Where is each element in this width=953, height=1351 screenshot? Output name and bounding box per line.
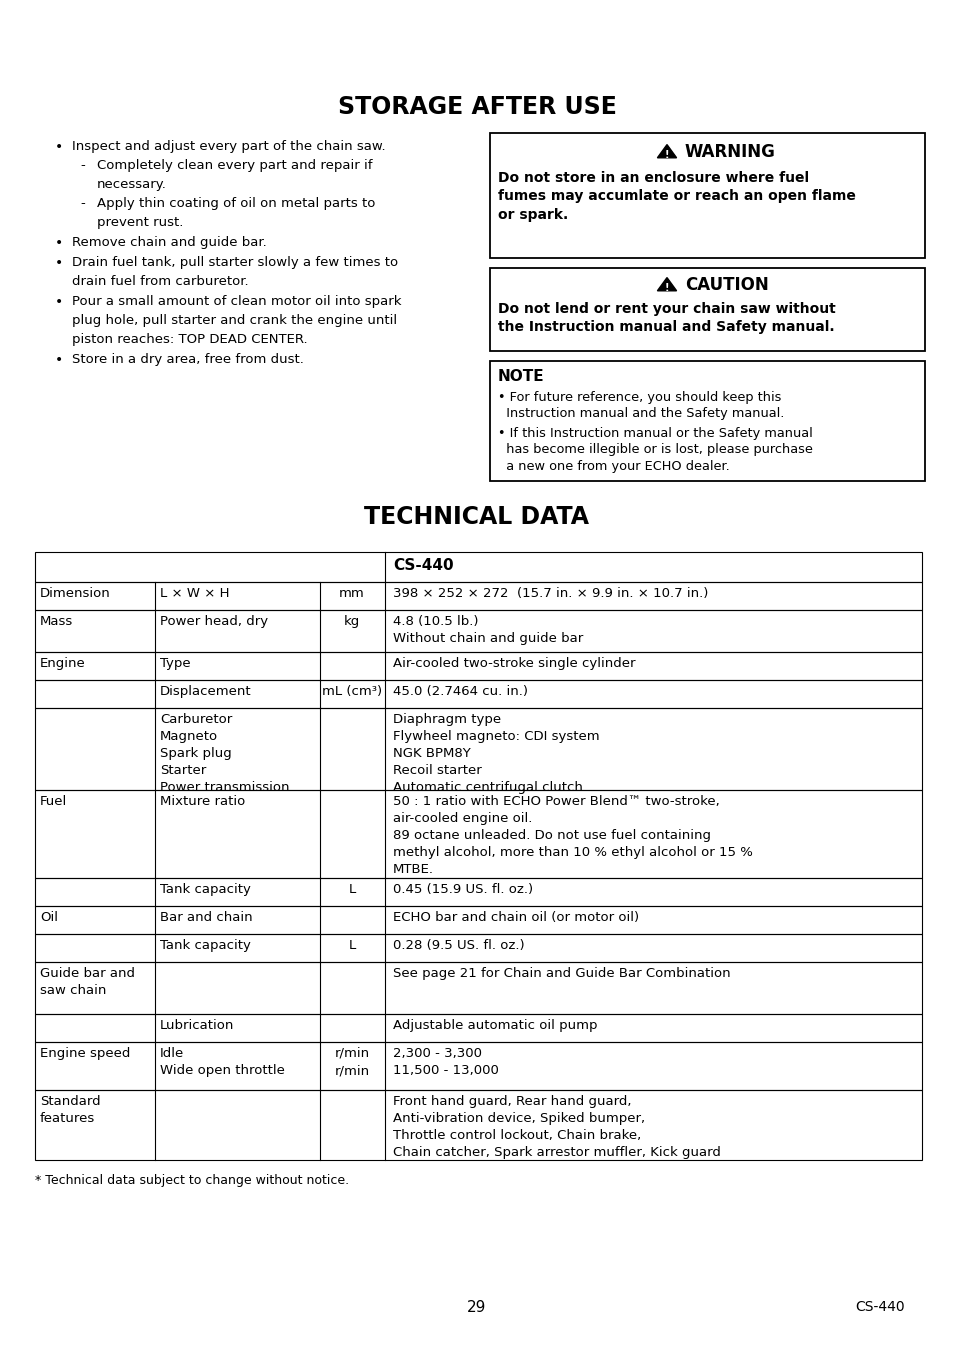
Text: Apply thin coating of oil on metal parts to: Apply thin coating of oil on metal parts…: [97, 197, 375, 209]
Bar: [35, 907, 921, 934]
Text: Store in a dry area, free from dust.: Store in a dry area, free from dust.: [71, 353, 304, 366]
Polygon shape: [657, 145, 676, 158]
Polygon shape: [657, 277, 676, 290]
Bar: [35, 790, 921, 878]
Bar: [35, 934, 921, 962]
Bar: [35, 553, 921, 582]
Text: !: !: [664, 282, 669, 293]
Text: !: !: [664, 150, 669, 159]
Bar: [490, 361, 924, 481]
Text: •: •: [55, 353, 63, 367]
Text: •: •: [55, 255, 63, 270]
Text: Guide bar and
saw chain: Guide bar and saw chain: [40, 967, 135, 997]
Bar: [35, 1042, 921, 1090]
Bar: [490, 267, 924, 351]
Text: WARNING: WARNING: [684, 143, 775, 161]
Text: •: •: [55, 141, 63, 154]
Text: 4.8 (10.5 lb.)
Without chain and guide bar: 4.8 (10.5 lb.) Without chain and guide b…: [393, 615, 582, 644]
Text: Do not lend or rent your chain saw without
the Instruction manual and Safety man: Do not lend or rent your chain saw witho…: [497, 303, 835, 335]
Text: Fuel: Fuel: [40, 794, 67, 808]
Text: •: •: [55, 236, 63, 250]
Text: -: -: [80, 159, 85, 172]
Text: Lubrication: Lubrication: [160, 1019, 234, 1032]
Text: Carburetor
Magneto
Spark plug
Starter
Power transmission: Carburetor Magneto Spark plug Starter Po…: [160, 713, 289, 794]
Text: 29: 29: [467, 1300, 486, 1315]
Text: L: L: [348, 939, 355, 952]
Text: piston reaches: TOP DEAD CENTER.: piston reaches: TOP DEAD CENTER.: [71, 332, 307, 346]
Text: -: -: [80, 197, 85, 209]
Text: Air-cooled two-stroke single cylinder: Air-cooled two-stroke single cylinder: [393, 657, 635, 670]
Text: Drain fuel tank, pull starter slowly a few times to: Drain fuel tank, pull starter slowly a f…: [71, 255, 397, 269]
Text: Oil: Oil: [40, 911, 58, 924]
Text: Idle
Wide open throttle: Idle Wide open throttle: [160, 1047, 285, 1077]
Text: Adjustable automatic oil pump: Adjustable automatic oil pump: [393, 1019, 597, 1032]
Bar: [35, 680, 921, 708]
Bar: [490, 132, 924, 258]
Text: Mixture ratio: Mixture ratio: [160, 794, 245, 808]
Bar: [35, 1090, 921, 1161]
Text: Power head, dry: Power head, dry: [160, 615, 268, 628]
Text: TECHNICAL DATA: TECHNICAL DATA: [364, 505, 589, 530]
Text: necessary.: necessary.: [97, 178, 167, 190]
Text: Engine: Engine: [40, 657, 86, 670]
Text: mL (cm³): mL (cm³): [321, 685, 381, 698]
Text: CS-440: CS-440: [393, 558, 453, 573]
Text: plug hole, pull starter and crank the engine until: plug hole, pull starter and crank the en…: [71, 313, 396, 327]
Text: Remove chain and guide bar.: Remove chain and guide bar.: [71, 236, 267, 249]
Text: Dimension: Dimension: [40, 586, 111, 600]
Text: Diaphragm type
Flywheel magneto: CDI system
NGK BPM8Y
Recoil starter
Automatic c: Diaphragm type Flywheel magneto: CDI sys…: [393, 713, 599, 794]
Text: 0.45 (15.9 US. fl. oz.): 0.45 (15.9 US. fl. oz.): [393, 884, 533, 896]
Text: Do not store in an enclosure where fuel
fumes may accumlate or reach an open fla: Do not store in an enclosure where fuel …: [497, 172, 855, 222]
Text: * Technical data subject to change without notice.: * Technical data subject to change witho…: [35, 1174, 349, 1188]
Bar: [35, 611, 921, 653]
Text: CAUTION: CAUTION: [684, 276, 768, 295]
Text: r/min
r/min: r/min r/min: [335, 1047, 369, 1077]
Text: mm: mm: [338, 586, 364, 600]
Text: • For future reference, you should keep this
  Instruction manual and the Safety: • For future reference, you should keep …: [497, 390, 783, 420]
Bar: [35, 653, 921, 680]
Bar: [35, 1015, 921, 1042]
Text: L: L: [348, 884, 355, 896]
Text: L × W × H: L × W × H: [160, 586, 230, 600]
Text: • If this Instruction manual or the Safety manual
  has become illegible or is l: • If this Instruction manual or the Safe…: [497, 427, 812, 473]
Text: 45.0 (2.7464 cu. in.): 45.0 (2.7464 cu. in.): [393, 685, 527, 698]
Text: Displacement: Displacement: [160, 685, 252, 698]
Text: kg: kg: [343, 615, 359, 628]
Bar: [35, 582, 921, 611]
Text: Type: Type: [160, 657, 191, 670]
Text: STORAGE AFTER USE: STORAGE AFTER USE: [337, 95, 616, 119]
Text: drain fuel from carburetor.: drain fuel from carburetor.: [71, 276, 249, 288]
Text: NOTE: NOTE: [497, 369, 544, 384]
Text: Completely clean every part and repair if: Completely clean every part and repair i…: [97, 159, 372, 172]
Text: •: •: [55, 295, 63, 309]
Text: ECHO bar and chain oil (or motor oil): ECHO bar and chain oil (or motor oil): [393, 911, 639, 924]
Text: Mass: Mass: [40, 615, 73, 628]
Text: 2,300 - 3,300
11,500 - 13,000: 2,300 - 3,300 11,500 - 13,000: [393, 1047, 498, 1077]
Text: Pour a small amount of clean motor oil into spark: Pour a small amount of clean motor oil i…: [71, 295, 401, 308]
Bar: [35, 962, 921, 1015]
Text: See page 21 for Chain and Guide Bar Combination: See page 21 for Chain and Guide Bar Comb…: [393, 967, 730, 979]
Bar: [35, 878, 921, 907]
Text: CS-440: CS-440: [854, 1300, 903, 1315]
Text: Standard
features: Standard features: [40, 1096, 100, 1125]
Text: 0.28 (9.5 US. fl. oz.): 0.28 (9.5 US. fl. oz.): [393, 939, 524, 952]
Text: 50 : 1 ratio with ECHO Power Blend™ two-stroke,
air-cooled engine oil.
89 octane: 50 : 1 ratio with ECHO Power Blend™ two-…: [393, 794, 752, 875]
Bar: [35, 708, 921, 790]
Text: Inspect and adjust every part of the chain saw.: Inspect and adjust every part of the cha…: [71, 141, 385, 153]
Text: Tank capacity: Tank capacity: [160, 884, 251, 896]
Text: Engine speed: Engine speed: [40, 1047, 131, 1061]
Text: prevent rust.: prevent rust.: [97, 216, 183, 230]
Text: Front hand guard, Rear hand guard,
Anti-vibration device, Spiked bumper,
Throttl: Front hand guard, Rear hand guard, Anti-…: [393, 1096, 720, 1159]
Text: Tank capacity: Tank capacity: [160, 939, 251, 952]
Text: Bar and chain: Bar and chain: [160, 911, 253, 924]
Text: 398 × 252 × 272  (15.7 in. × 9.9 in. × 10.7 in.): 398 × 252 × 272 (15.7 in. × 9.9 in. × 10…: [393, 586, 708, 600]
